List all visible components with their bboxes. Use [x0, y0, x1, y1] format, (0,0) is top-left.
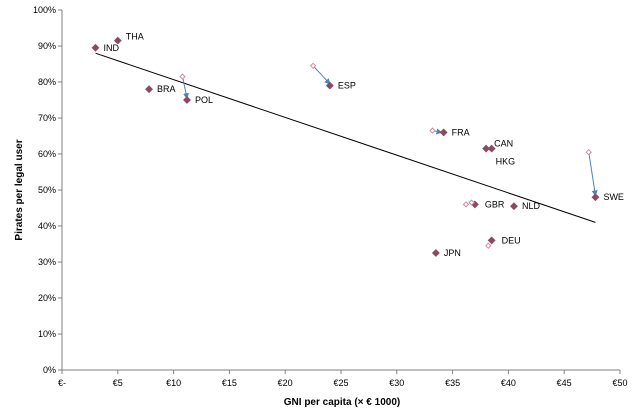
- trendline: [95, 52, 596, 223]
- point-label: SWE: [603, 192, 624, 202]
- x-tick-label: €50: [612, 378, 627, 388]
- y-tick-label: 0%: [43, 365, 56, 375]
- previous-point-marker: [585, 148, 592, 156]
- x-tick-label: €5: [113, 378, 123, 388]
- y-axis-title: Pirates per legal user: [14, 139, 25, 240]
- point-marker: [591, 193, 600, 202]
- axes: 0% 10% 20% 30% 40% 50% 60% 70% 80% 90% 100% €- €5 €10…: [33, 5, 628, 388]
- previous-point-marker: [179, 73, 186, 80]
- y-tick-label: 40%: [38, 221, 56, 231]
- x-tick-label: €25: [333, 378, 348, 388]
- point-marker: [431, 249, 440, 257]
- y-tick-label: 50%: [38, 185, 56, 195]
- point-label: FRA: [452, 127, 470, 137]
- point-label: DEU: [502, 235, 521, 245]
- point-marker: [91, 43, 100, 52]
- point-label: GBR: [485, 199, 505, 209]
- y-tick-label: 90%: [38, 41, 56, 51]
- data-points: [91, 36, 600, 257]
- point-label: IND: [103, 43, 119, 53]
- point-label: CAN: [494, 139, 513, 149]
- point-marker: [145, 85, 153, 94]
- y-tick-label: 100%: [33, 5, 56, 15]
- arrows: [182, 65, 598, 197]
- point-marker: [487, 236, 496, 245]
- x-tick-label: €20: [278, 378, 293, 388]
- point-label: THA: [126, 32, 144, 42]
- previous-point-marker: [462, 201, 470, 208]
- point-label: ESP: [338, 81, 356, 91]
- point-marker: [439, 128, 448, 137]
- change-arrow: [588, 152, 598, 197]
- x-tick-label: €45: [557, 378, 572, 388]
- point-labels: IND THA BRA POL ESP FRA CAN HKG GBR NLD DEU JPN SWE: [103, 32, 623, 258]
- x-tick-label: €30: [389, 378, 404, 388]
- x-tick-label: €35: [445, 378, 460, 388]
- y-tick-label: 10%: [38, 329, 56, 339]
- x-tick-label: €15: [222, 378, 237, 388]
- point-label: BRA: [157, 84, 176, 94]
- point-marker: [113, 36, 122, 45]
- x-tick-label: €10: [166, 378, 181, 388]
- previous-point-marker: [309, 62, 317, 70]
- point-marker: [482, 144, 491, 153]
- y-tick-label: 70%: [38, 113, 56, 123]
- x-tick-label: €-: [58, 378, 66, 388]
- point-marker: [487, 144, 496, 153]
- y-tick-label: 20%: [38, 293, 56, 303]
- point-marker: [183, 96, 191, 104]
- x-tick-label: €40: [501, 378, 516, 388]
- point-label: NLD: [522, 201, 541, 211]
- point-label: POL: [195, 95, 213, 105]
- point-label: JPN: [444, 248, 461, 258]
- y-tick-label: 60%: [38, 149, 56, 159]
- change-arrow: [312, 65, 331, 85]
- y-tick-label: 30%: [38, 257, 56, 267]
- y-tick-label: 80%: [38, 77, 56, 87]
- point-marker: [510, 202, 518, 211]
- point-marker: [325, 81, 334, 90]
- x-axis-title: GNI per capita (× € 1000): [284, 397, 400, 408]
- trend-line: [95, 52, 596, 223]
- point-label: HKG: [496, 157, 516, 167]
- change-arrow: [182, 76, 189, 100]
- previous-point-marker: [485, 242, 492, 250]
- previous-point-marker: [429, 127, 436, 134]
- previous-point-marker: [468, 199, 475, 206]
